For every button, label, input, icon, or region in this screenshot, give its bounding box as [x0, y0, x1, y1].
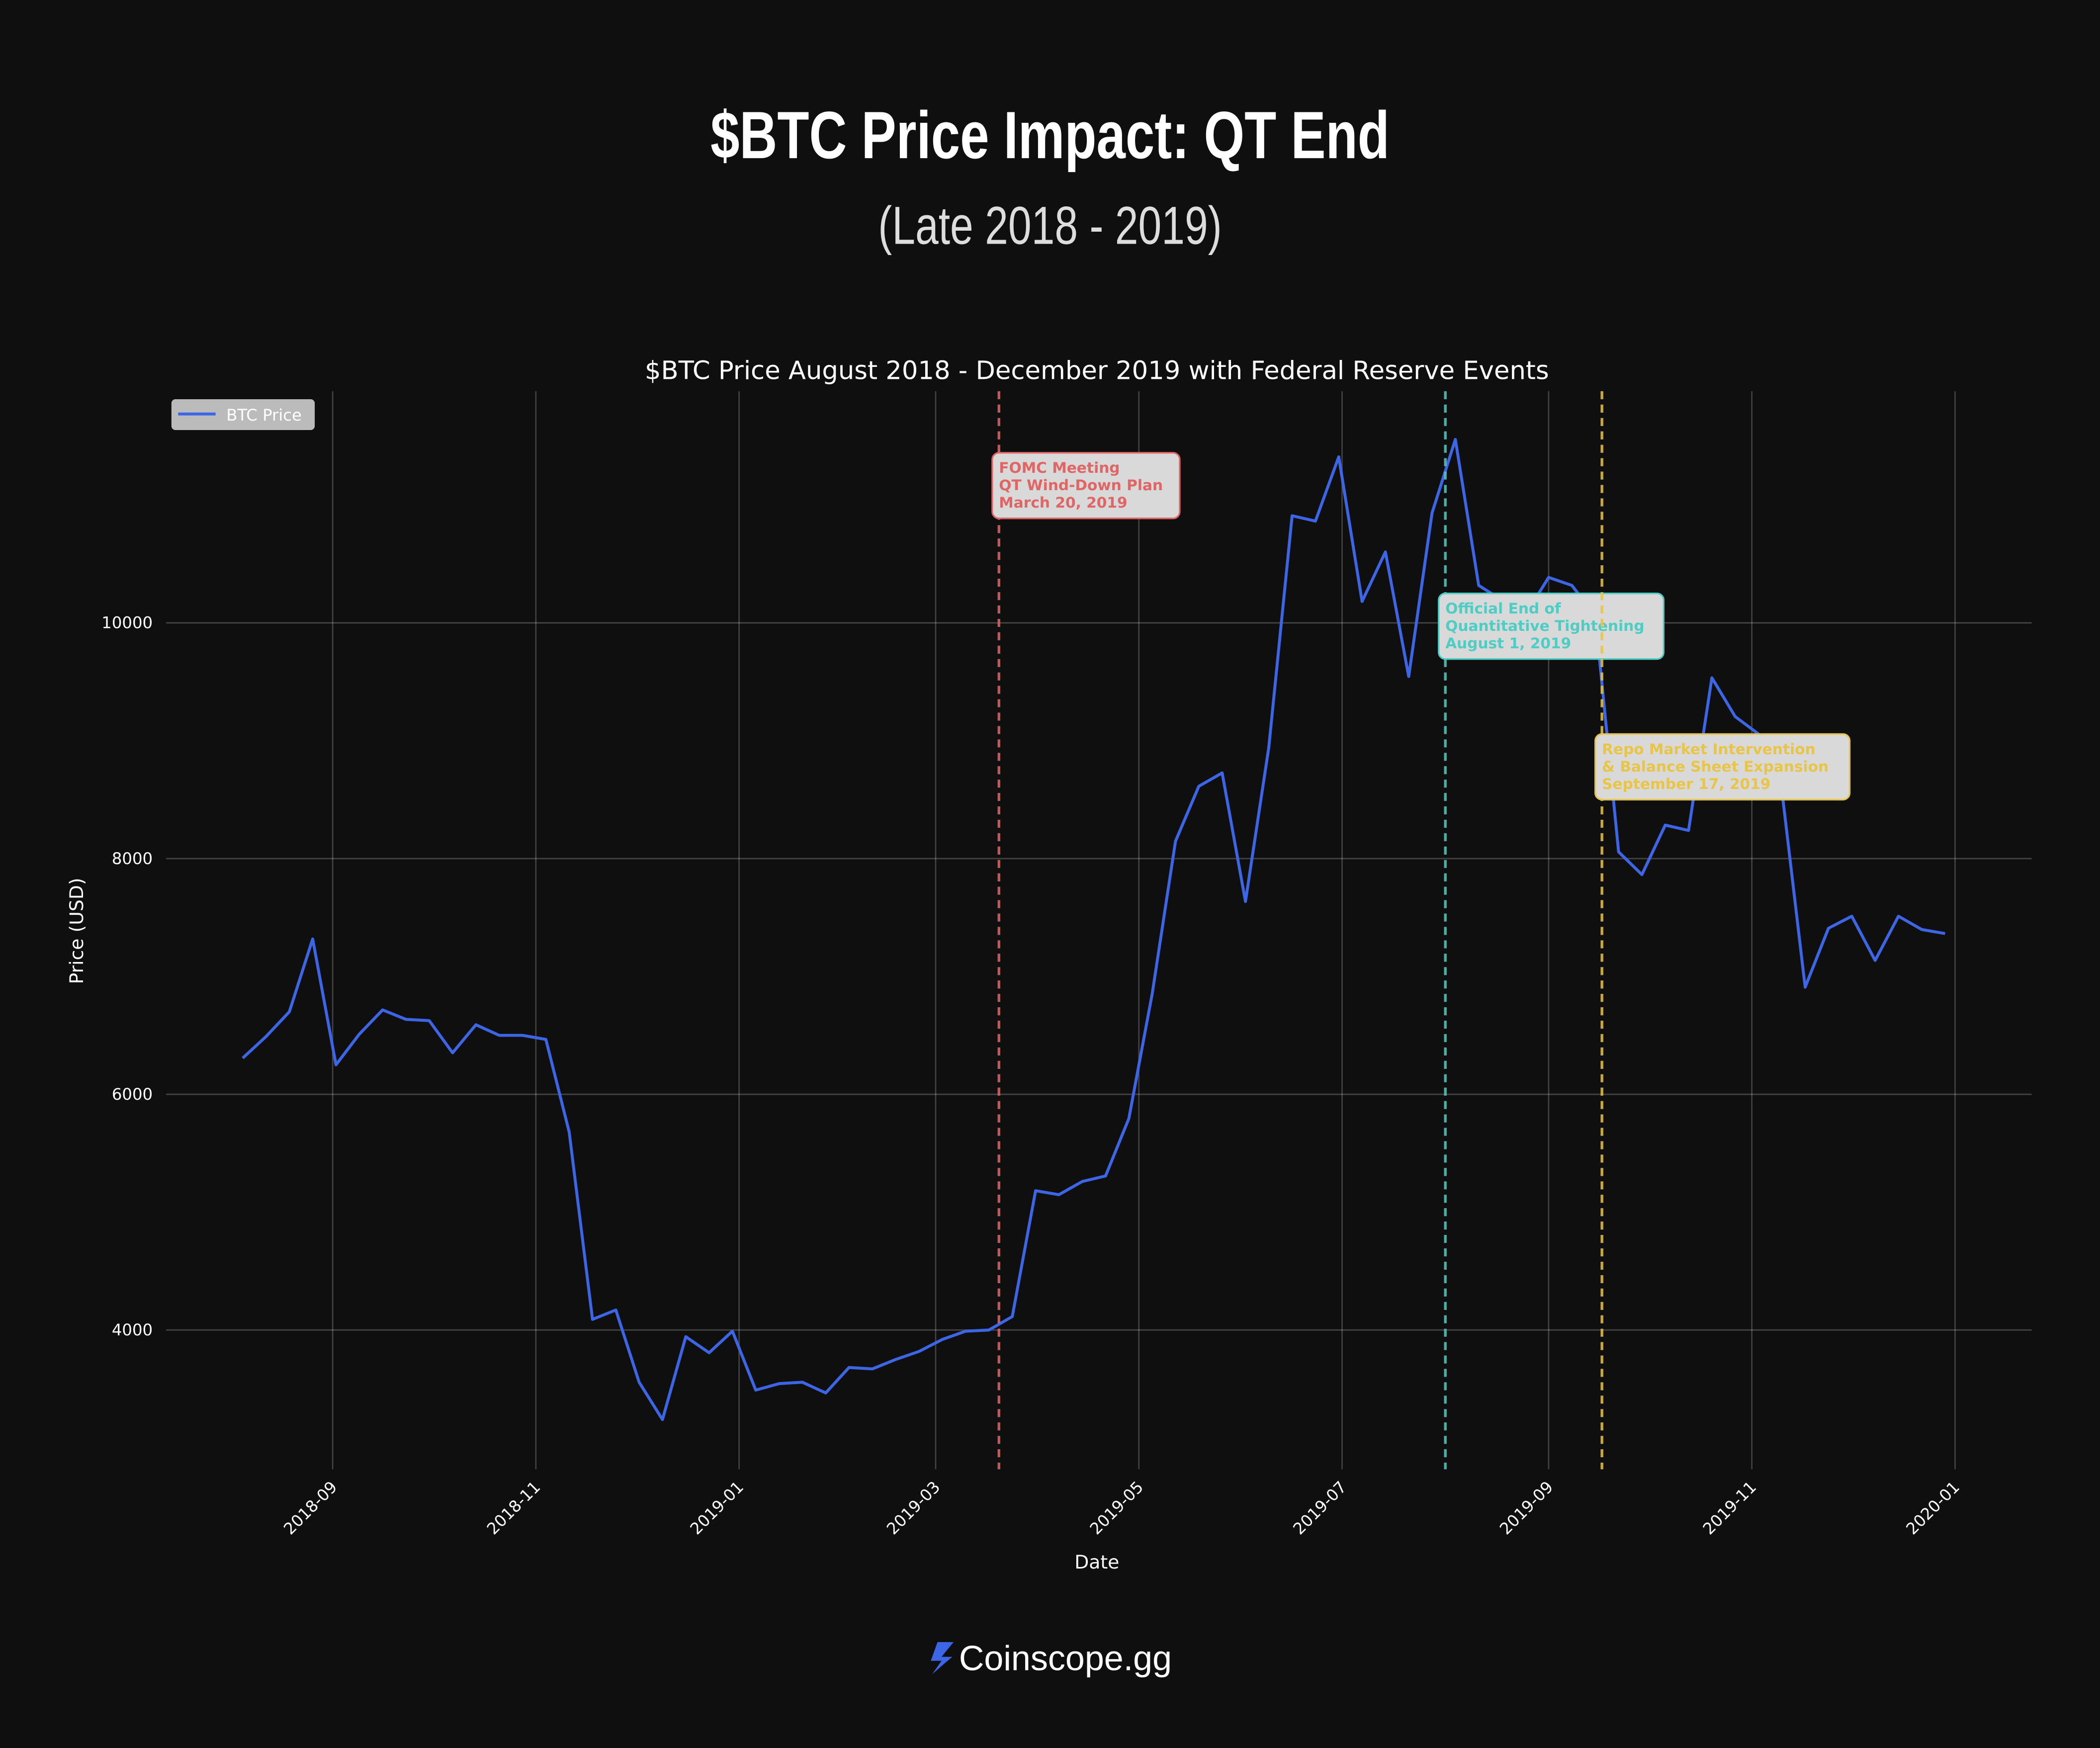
annotation-text: & Balance Sheet Expansion: [1602, 758, 1829, 775]
y-tick-label: 6000: [112, 1085, 153, 1104]
annotation-text: September 17, 2019: [1602, 775, 1770, 792]
annotation-text: Official End of: [1445, 600, 1562, 617]
chart-title: $BTC Price Impact: QT End: [710, 98, 1390, 173]
annotation-text: QT Wind-Down Plan: [999, 476, 1163, 494]
annotation-text: Repo Market Intervention: [1602, 740, 1816, 758]
x-axis-label: Date: [1074, 1551, 1119, 1573]
legend-label: BTC Price: [226, 406, 302, 425]
plot-title: $BTC Price August 2018 - December 2019 w…: [645, 356, 1549, 386]
annotation-text: Quantitative Tightening: [1445, 617, 1644, 634]
brand-name: Coinscope.gg: [959, 1639, 1172, 1678]
y-axis-label: Price (USD): [66, 878, 88, 984]
annotation-box: [1438, 593, 1664, 660]
y-tick-label: 8000: [112, 849, 153, 868]
annotation-text: March 20, 2019: [999, 494, 1127, 511]
brand-logo: [931, 1642, 954, 1674]
y-tick-label: 4000: [112, 1320, 153, 1339]
legend-box: [171, 399, 315, 430]
annotation-box: [1594, 733, 1851, 801]
annotation-box: [991, 452, 1181, 520]
annotation-text: FOMC Meeting: [999, 459, 1120, 476]
y-tick-label: 10000: [101, 613, 153, 632]
legend: BTC Price: [171, 399, 315, 430]
chart-subtitle: (Late 2018 - 2019): [878, 196, 1222, 256]
plot-area: [166, 391, 2032, 1470]
annotation-text: August 1, 2019: [1445, 634, 1571, 652]
price-line: [242, 437, 1945, 1421]
